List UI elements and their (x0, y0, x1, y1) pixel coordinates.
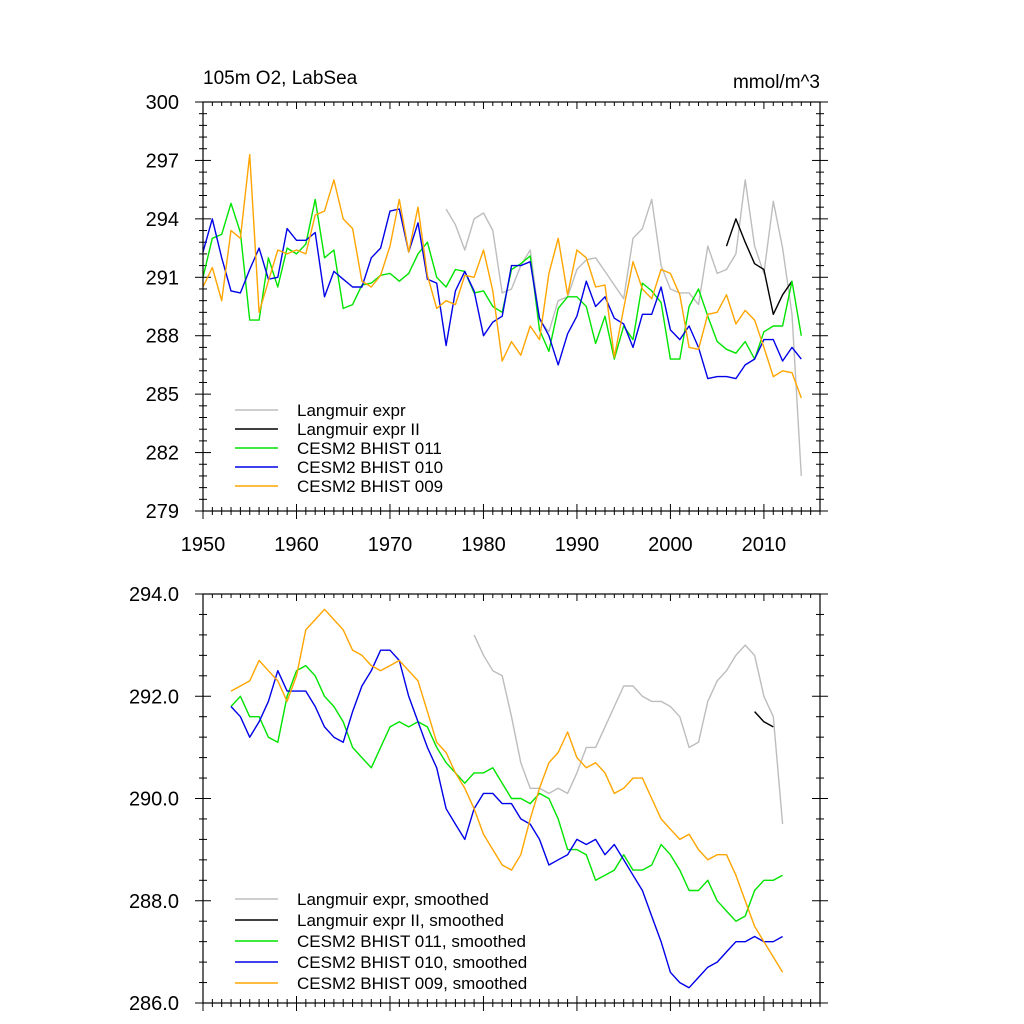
y-tick-label: 286.0 (129, 993, 179, 1015)
legend-label: Langmuir expr (297, 401, 406, 420)
y-tick-label: 288.0 (129, 891, 179, 913)
legend-label: Langmuir expr II, smoothed (297, 911, 504, 930)
top-panel: 105m O2, LabSea mmol/m^3 1950 1960 1970 198… (146, 68, 828, 556)
y-tick-label: 285 (146, 384, 179, 406)
x-tick-label: 2010 (742, 534, 787, 556)
y-tick-label: 294 (146, 209, 179, 231)
bottom-plot-frame (202, 593, 821, 1004)
x-tick-label: 1980 (461, 534, 506, 556)
legend-label: CESM2 BHIST 009, smoothed (297, 974, 527, 993)
x-tick-label: 1960 (274, 534, 319, 556)
y-tick-label: 292.0 (129, 686, 179, 708)
y-tick-label: 290.0 (129, 789, 179, 811)
y-tick-label: 300 (146, 92, 179, 114)
top-title-right: mmol/m^3 (733, 72, 820, 93)
series-line-cesm2-bhist-009-smoothed (230, 608, 784, 973)
x-tick-label: 1950 (181, 534, 226, 556)
x-tick-label: 1970 (368, 534, 413, 556)
y-tick-label: 297 (146, 150, 179, 172)
series-line-langmuir-expr-ii-smoothed (754, 711, 774, 728)
y-tick-label: 294.0 (129, 584, 179, 606)
y-tick-label: 291 (146, 267, 179, 289)
y-tick-label: 288 (146, 326, 179, 348)
series-line-langmuir-expr-ii (725, 218, 793, 315)
legend-label: Langmuir expr II (297, 420, 420, 439)
y-tick-label: 279 (146, 501, 179, 523)
y-tick-label: 282 (146, 443, 179, 465)
x-tick-label: 2000 (648, 534, 693, 556)
legend-label: CESM2 BHIST 009 (297, 477, 443, 496)
series-line-langmuir-expr-smoothed (473, 634, 784, 825)
bottom-panel: 286.0 288.0 290.0 292.0 294.0 Langmuir expr,… (129, 584, 828, 1015)
legend-label: Langmuir expr, smoothed (297, 890, 489, 909)
legend-label: CESM2 BHIST 010 (297, 458, 443, 477)
top-plot-frame (202, 101, 821, 512)
x-tick-label: 1990 (555, 534, 600, 556)
series-line-langmuir-expr (445, 179, 802, 476)
series-line-cesm2-bhist-010 (202, 208, 802, 380)
legend-label: CESM2 BHIST 011 (297, 439, 442, 458)
series-line-cesm2-bhist-011 (202, 198, 802, 360)
series-line-cesm2-bhist-010-smoothed (230, 649, 783, 989)
series-line-cesm2-bhist-009 (202, 153, 802, 399)
legend-label: CESM2 BHIST 010, smoothed (297, 953, 527, 972)
legend-label: CESM2 BHIST 011, smoothed (297, 932, 526, 951)
top-title-left: 105m O2, LabSea (203, 68, 358, 89)
series-line-cesm2-bhist-011-smoothed (230, 664, 783, 922)
